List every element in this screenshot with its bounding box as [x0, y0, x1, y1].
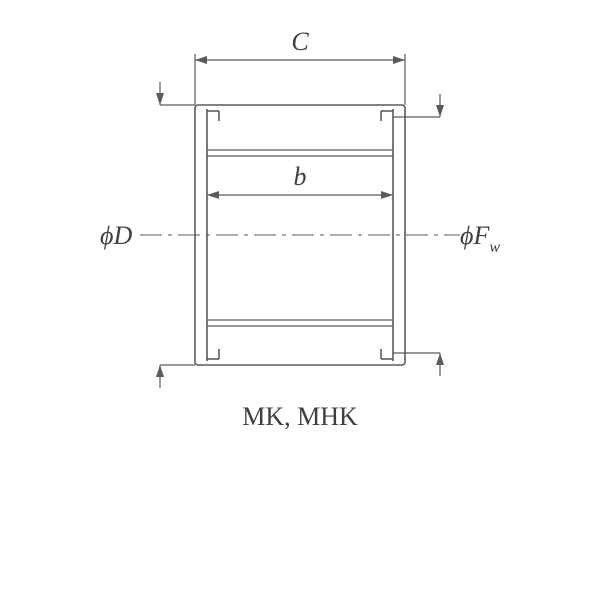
label-phiD: ϕD — [100, 221, 132, 250]
dimensions-group — [160, 54, 440, 388]
diagram-caption: MK, MHK — [242, 402, 358, 431]
label-b: b — [294, 162, 307, 191]
label-C: C — [291, 27, 309, 56]
label-phiFw: ϕFw — [460, 221, 500, 256]
